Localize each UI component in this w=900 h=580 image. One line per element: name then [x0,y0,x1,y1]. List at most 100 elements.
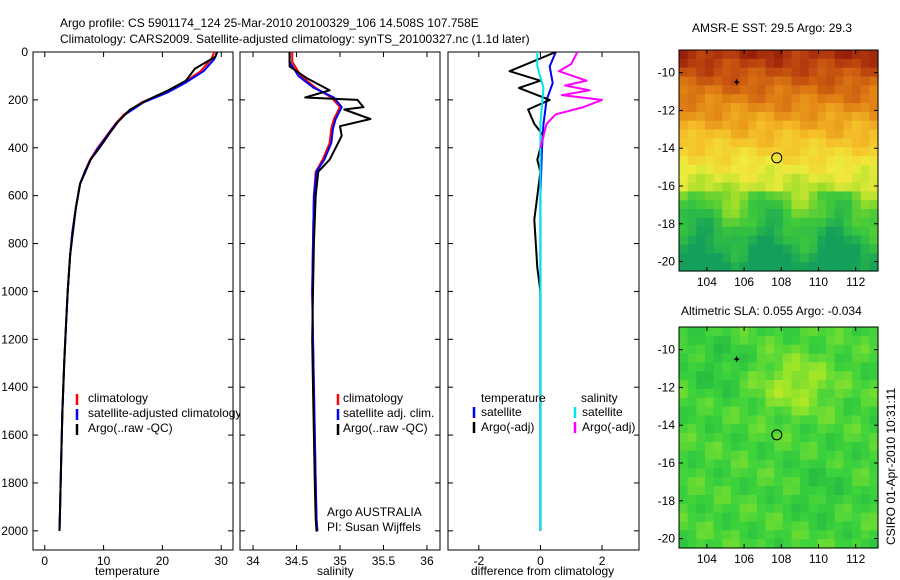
heatmap-cell [817,388,827,399]
heatmap-cell [730,262,741,272]
heatmap-cell [834,209,844,219]
heatmap-cell [800,173,810,184]
heatmap-cell [722,226,732,237]
heatmap-cell [696,120,706,131]
heatmap-cell [852,67,862,78]
heatmap-cell [808,111,819,122]
heatmap-cell [748,441,758,452]
heatmap-cell [791,209,801,219]
heatmap-cell [791,244,801,254]
heatmap-cell [687,226,697,237]
heatmap-cell [782,58,793,69]
heatmap-cell [696,226,706,237]
heatmap-cell [800,138,810,148]
heatmap-cell [834,468,844,478]
heatmap-cell [869,424,879,434]
heatmap-cell [687,521,697,531]
heatmap-cell [730,156,741,166]
heatmap-cell [687,371,697,381]
heatmap-cell [739,103,749,113]
heatmap-cell [826,415,836,425]
y-tick-label: 0 [21,45,28,59]
heatmap-cell [687,441,697,452]
heatmap-cell [730,217,741,228]
heatmap-cell [748,103,758,113]
heatmap-cell [704,388,715,399]
heatmap-cell [765,441,775,452]
heatmap-cell [739,388,749,399]
heatmap-cell [765,226,775,237]
heatmap-cell [739,441,749,452]
heatmap-cell [722,85,732,95]
heatmap-cell [817,539,827,549]
heatmap-cell [704,486,715,496]
heatmap-cell [860,58,870,69]
heatmap-cell [739,58,749,69]
heatmap-cell [860,459,870,470]
heatmap-cell [765,164,775,175]
heatmap-cell [852,235,862,246]
heatmap-cell [696,244,706,254]
heatmap-cell [834,129,844,139]
heatmap-cell [869,450,879,461]
heatmap-cell [739,244,749,254]
heatmap-cell [739,371,749,381]
heatmap-cell [756,433,767,443]
heatmap-cell [704,156,715,166]
y-tick-label: 1000 [1,284,28,298]
heatmap-cell [808,226,819,237]
heatmap-cell [722,450,732,461]
heatmap-cell [800,85,810,95]
heatmap-cell [843,539,853,549]
heatmap-cell [852,164,862,175]
y-tick-label: -18 [658,494,676,508]
heatmap-cell [687,539,697,549]
heatmap-cell [852,58,862,69]
heatmap-cell [696,58,706,69]
heatmap-cell [826,129,836,139]
heatmap-cell [696,182,706,193]
heatmap-cell [774,371,784,381]
salinity-xlabel: salinity [317,564,354,578]
heatmap-cell [687,512,697,523]
heatmap-cell [860,441,870,452]
heatmap-cell [748,450,758,461]
heatmap-cell [852,327,862,337]
heatmap-cell [696,129,706,139]
heatmap-cell [800,397,810,408]
heatmap-cell [817,120,827,131]
heatmap-cell [730,397,741,408]
heatmap-cell [826,344,836,355]
heatmap-cell [869,111,879,122]
heatmap-cell [860,397,870,408]
heatmap-cell [722,477,732,487]
heatmap-cell [869,138,879,148]
heatmap-cell [860,388,870,399]
y-tick-label: -16 [658,456,676,470]
y-tick-label: 200 [8,93,28,107]
heatmap-cell [774,129,784,139]
heatmap-cell [860,182,870,193]
heatmap-cell [834,344,844,355]
series-line-argo-raw-qc- [58,51,219,531]
heatmap-cell [800,459,810,470]
heatmap-cell [843,94,853,104]
heatmap-cell [730,468,741,478]
heatmap-cell [730,486,741,496]
heatmap-cell [756,103,767,113]
heatmap-cell [730,50,741,60]
heatmap-cell [852,200,862,210]
heatmap-cell [687,406,697,416]
heatmap-cell [730,85,741,95]
heatmap-cell [687,244,697,254]
heatmap-cell [679,433,689,443]
heatmap-cell [704,503,715,514]
heatmap-cell [826,244,836,254]
heatmap-cell [722,539,732,549]
heatmap-cell [730,138,741,148]
heatmap-cell [696,441,706,452]
heatmap-cell [826,85,836,95]
heatmap-cell [774,58,784,69]
heatmap-cell [817,362,827,372]
heatmap-cell [730,173,741,184]
